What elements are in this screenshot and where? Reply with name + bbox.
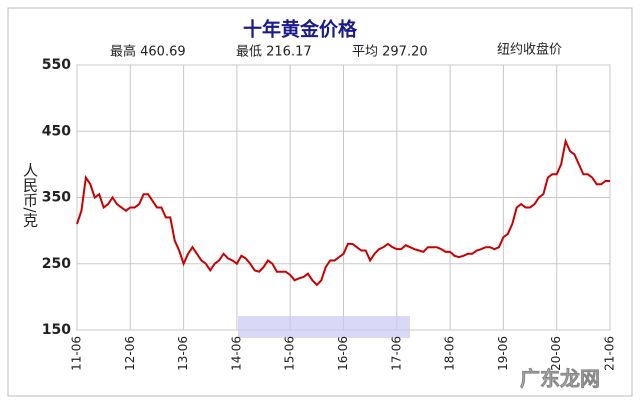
annotation: 纽约收盘价 xyxy=(497,42,562,58)
y-axis-label: 人民币/克 xyxy=(21,162,39,228)
x-tick-label: 12-06 xyxy=(123,336,137,371)
y-tick-label: 350 xyxy=(42,190,71,206)
x-tick-label: 18-06 xyxy=(443,336,457,371)
y-tick-label: 250 xyxy=(42,256,71,272)
x-tick-label: 21-06 xyxy=(603,336,617,371)
x-tick-label: 16-06 xyxy=(336,336,350,371)
x-tick-label: 14-06 xyxy=(229,336,243,371)
x-tick-label: 13-06 xyxy=(176,336,190,371)
annotation: 最低 216.17 xyxy=(236,45,312,60)
annotation: 平均 297.20 xyxy=(352,45,428,60)
price-line xyxy=(76,137,610,287)
y-tick-label: 150 xyxy=(42,322,71,338)
y-tick-label: 450 xyxy=(42,123,71,139)
chart-title: 十年黄金价格 xyxy=(243,18,358,41)
blur-patch xyxy=(238,316,410,338)
x-tick-label: 17-06 xyxy=(389,336,403,371)
annotation: 最高 460.69 xyxy=(110,44,186,60)
y-tick-label: 550 xyxy=(42,57,71,73)
x-tick-label: 11-06 xyxy=(70,336,84,371)
x-tick-label: 20-06 xyxy=(549,336,563,371)
x-tick-label: 15-06 xyxy=(283,336,297,371)
watermark: 广东龙网 xyxy=(520,367,600,391)
x-tick-label: 19-06 xyxy=(496,336,510,371)
